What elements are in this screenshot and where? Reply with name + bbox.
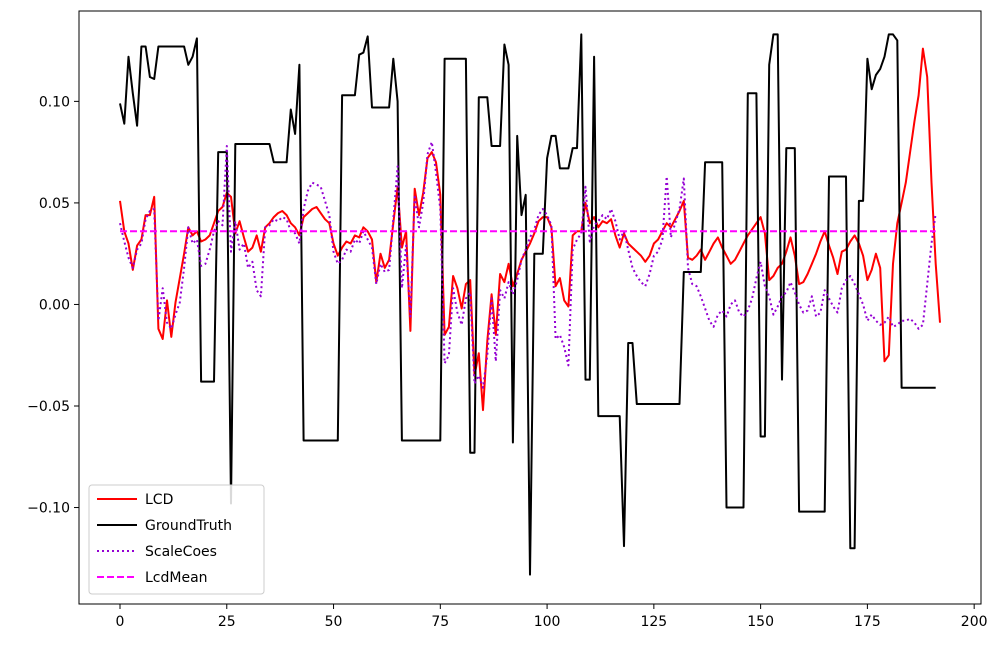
y-tick-label: −0.05	[27, 399, 70, 415]
x-tick-label: 175	[854, 614, 881, 630]
x-tick-label: 25	[218, 614, 236, 630]
y-tick-label: 0.10	[39, 94, 70, 110]
legend-label-lcd-mean: LcdMean	[145, 570, 208, 586]
series-layer	[119, 33, 941, 576]
x-tick-label: 75	[431, 614, 449, 630]
x-tick-label: 125	[640, 614, 667, 630]
plot-frame	[78, 10, 982, 605]
x-tick-label: 200	[961, 614, 988, 630]
legend: LCD GroundTruth ScaleCoes LcdMean	[88, 484, 265, 595]
y-tick-label: 0.05	[39, 196, 70, 212]
series-line-lcd	[119, 47, 941, 412]
x-tick-label: 50	[325, 614, 343, 630]
legend-box	[88, 484, 265, 595]
series-line-ground-truth	[119, 33, 936, 576]
x-tick-label: 100	[534, 614, 561, 630]
legend-label-ground-truth: GroundTruth	[145, 518, 232, 534]
x-tick-label: 150	[747, 614, 774, 630]
x-axis: 0 25 50 75 100 125 150 175 200	[116, 604, 988, 630]
y-axis: −0.10 −0.05 0.00 0.05 0.10	[27, 94, 79, 517]
legend-label-scale-coes: ScaleCoes	[145, 544, 217, 560]
x-tick-label: 0	[116, 614, 125, 630]
y-tick-label: −0.10	[27, 501, 70, 517]
legend-label-lcd: LCD	[145, 492, 173, 508]
y-tick-label: 0.00	[39, 297, 70, 313]
